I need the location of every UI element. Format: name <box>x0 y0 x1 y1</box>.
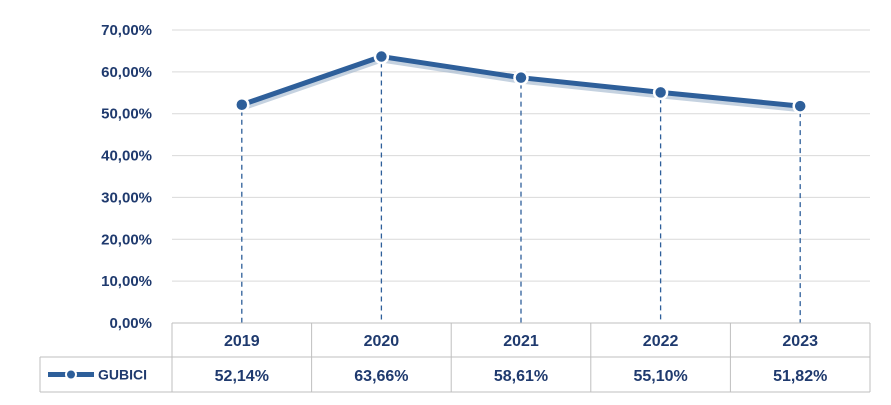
x-category-label: 2021 <box>503 333 539 350</box>
data-table-value: 52,14% <box>215 368 269 385</box>
legend-label: GUBICI <box>98 367 147 383</box>
y-tick-label: 0,00% <box>109 315 152 332</box>
legend-marker-icon <box>65 368 77 381</box>
data-point <box>234 97 250 113</box>
data-table-value: 51,82% <box>773 368 827 385</box>
data-point <box>373 48 390 65</box>
series-gubici <box>234 48 808 114</box>
y-tick-label: 50,00% <box>101 106 152 123</box>
data-point <box>513 69 529 86</box>
gridlines <box>172 29 870 282</box>
x-category-label: 2020 <box>364 333 400 350</box>
x-category-label: 2022 <box>643 333 679 350</box>
x-category-label: 2023 <box>782 333 818 350</box>
x-category-label: 2019 <box>224 333 260 350</box>
y-axis-tick-labels: 0,00% 10,00% 20,00% 30,00% 40,00% 50,00% 60,00… <box>101 22 152 332</box>
data-table-value: 63,66% <box>354 368 408 385</box>
data-point <box>652 84 669 101</box>
y-tick-label: 70,00% <box>101 22 152 39</box>
y-tick-label: 60,00% <box>101 64 152 81</box>
drop-lines <box>241 62 801 323</box>
y-tick-label: 30,00% <box>101 189 152 206</box>
y-tick-label: 40,00% <box>101 148 152 165</box>
data-table: 2019 2020 2021 2022 2023 52,14% 63,66% 58,61% 55… <box>39 322 871 393</box>
data-table-value: 55,10% <box>633 368 687 385</box>
y-tick-label: 10,00% <box>101 273 152 290</box>
data-point <box>792 98 808 114</box>
data-table-value: 58,61% <box>494 368 548 385</box>
y-tick-label: 20,00% <box>101 231 152 248</box>
